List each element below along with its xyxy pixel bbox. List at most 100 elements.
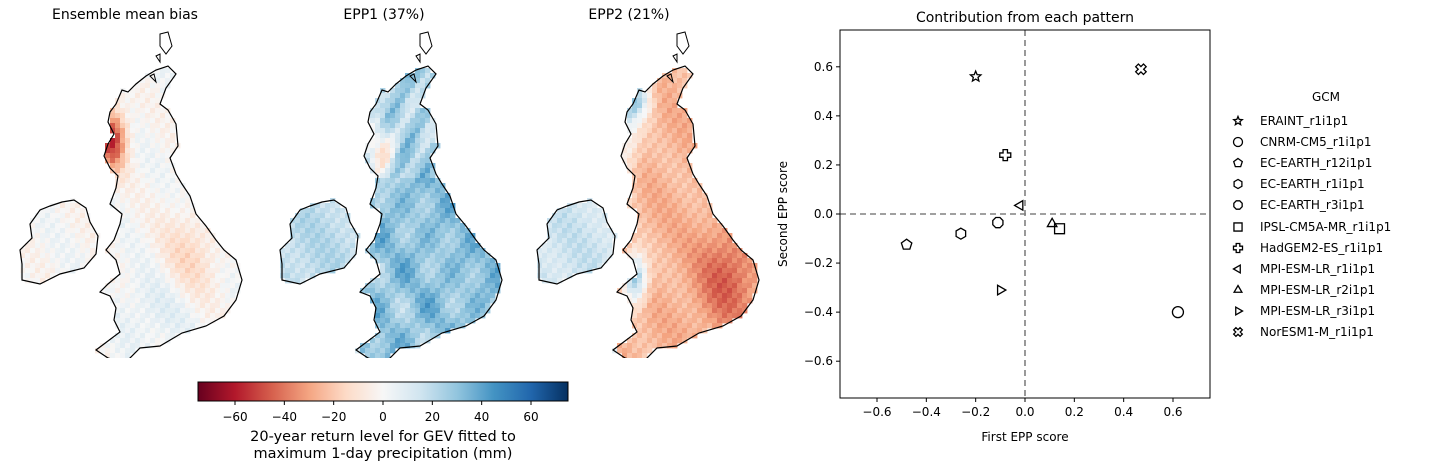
map-cell <box>697 248 703 254</box>
map-cell <box>657 193 663 199</box>
map-cell <box>662 233 668 239</box>
map-cell <box>170 148 176 154</box>
map-cell <box>170 288 176 294</box>
map-cell <box>677 148 683 154</box>
map-cell <box>140 243 146 249</box>
map-cell <box>200 263 206 269</box>
map-cell <box>340 248 346 254</box>
map-cell <box>717 253 723 259</box>
map-cell <box>170 223 176 229</box>
map-cell <box>567 208 573 214</box>
map-cell <box>180 323 186 329</box>
map-cell <box>125 283 131 289</box>
map-cell <box>485 293 491 299</box>
map-cell <box>50 218 56 224</box>
map-cell <box>470 313 476 319</box>
map-cell <box>185 283 191 289</box>
map-cell <box>35 273 41 279</box>
map-cell <box>430 318 436 324</box>
map-cell <box>155 313 161 319</box>
map-cell <box>155 318 161 324</box>
map-cell <box>405 263 411 269</box>
map-cell <box>165 163 171 169</box>
map-cell <box>677 338 683 344</box>
map-cell <box>405 113 411 119</box>
map-cell <box>657 303 663 309</box>
map-cell <box>435 213 441 219</box>
map-cell <box>712 263 718 269</box>
map-cell <box>290 258 296 264</box>
map-cell <box>155 163 161 169</box>
map-cell <box>410 198 416 204</box>
map-cell <box>185 298 191 304</box>
map-cell <box>465 283 471 289</box>
map-cell <box>400 293 406 299</box>
map-cell <box>380 298 386 304</box>
map-cell <box>375 198 381 204</box>
map-cell <box>145 223 151 229</box>
y-axis-label: Second EPP score <box>776 161 790 267</box>
map-cell <box>712 228 718 234</box>
map-cell <box>687 233 693 239</box>
map-cell <box>642 268 648 274</box>
map-cell <box>50 258 56 264</box>
map-cell <box>697 263 703 269</box>
map-cell <box>20 268 26 274</box>
map-cell <box>395 328 401 334</box>
map-cell <box>572 248 578 254</box>
map-cell <box>420 298 426 304</box>
map-cell <box>662 183 668 189</box>
map-cell <box>435 243 441 249</box>
map-cell <box>582 208 588 214</box>
map-cell <box>40 213 46 219</box>
map-cell <box>135 318 141 324</box>
map-cell <box>460 303 466 309</box>
map-cell <box>712 223 718 229</box>
map-cell <box>135 173 141 179</box>
map-cell <box>737 308 743 314</box>
map-cell <box>647 168 653 174</box>
legend-marker <box>1232 242 1244 253</box>
map-cell <box>175 188 181 194</box>
map-cell <box>160 198 166 204</box>
map-cell <box>225 293 231 299</box>
map-cell <box>440 323 446 329</box>
map-cell <box>470 288 476 294</box>
map-cell <box>145 148 151 154</box>
map-cell <box>400 258 406 264</box>
map-cell <box>160 78 166 84</box>
map-cell <box>385 283 391 289</box>
map-cell <box>360 348 366 354</box>
map-cell <box>225 298 231 304</box>
map-cell <box>400 288 406 294</box>
map-cell <box>380 113 386 119</box>
map-cell <box>410 158 416 164</box>
legend-label: HadGEM2-ES_r1i1p1 <box>1260 240 1384 255</box>
map-cell <box>135 223 141 229</box>
map-cell <box>717 293 723 299</box>
map-cell <box>597 243 603 249</box>
map-cell <box>155 183 161 189</box>
map-cell <box>667 83 673 89</box>
x-tick-label: 0.4 <box>1114 405 1133 419</box>
map-cell <box>410 138 416 144</box>
map-cell <box>85 228 91 234</box>
map-cell <box>607 233 613 239</box>
map-cell <box>170 128 176 134</box>
map-cell <box>65 263 71 269</box>
map-cell <box>145 133 151 139</box>
map-cell <box>305 248 311 254</box>
map-cell <box>395 218 401 224</box>
map-cell <box>450 288 456 294</box>
map-cell <box>405 268 411 274</box>
map-cell <box>425 333 431 339</box>
map-cell <box>682 138 688 144</box>
map-cell <box>420 183 426 189</box>
map-cell <box>415 228 421 234</box>
map-cell <box>420 268 426 274</box>
map-cell <box>657 83 663 89</box>
map-cell <box>572 263 578 269</box>
map-cell <box>290 228 296 234</box>
map-cell <box>587 253 593 259</box>
map-cell <box>155 68 161 74</box>
